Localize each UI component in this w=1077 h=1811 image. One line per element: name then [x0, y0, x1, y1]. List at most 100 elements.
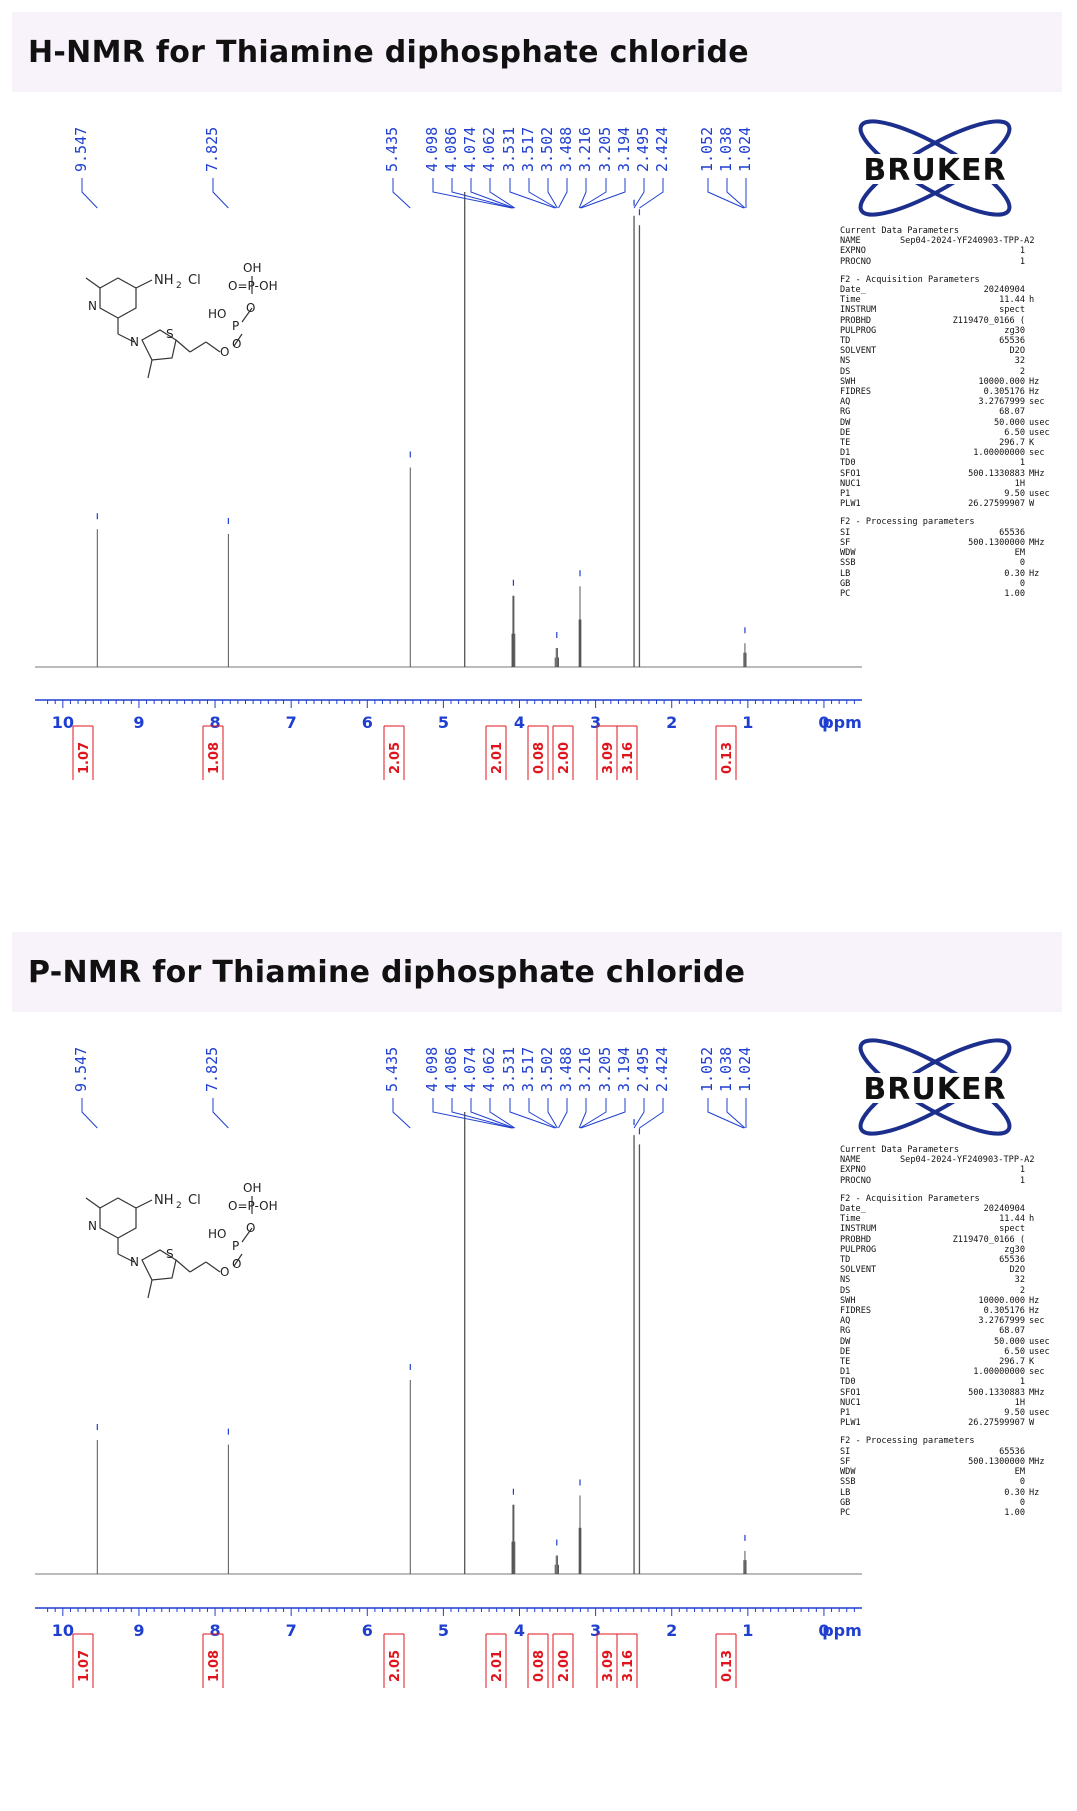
param-name: DE [840, 427, 851, 438]
param-unit [1025, 367, 1029, 377]
param-value: 1 [1019, 1165, 1025, 1176]
param-value: 296.7 [999, 438, 1025, 449]
param-unit [1025, 1398, 1029, 1408]
ester-oxygen-label: O [220, 345, 229, 359]
param-name: WDW [840, 548, 856, 559]
param-unit: MHz [1029, 468, 1045, 479]
param-row: GB 0 [840, 1498, 1070, 1508]
peak-label: 4.062 [480, 1047, 498, 1092]
x-tick-label: 8 [209, 713, 220, 732]
param-value: 1 [1019, 246, 1025, 257]
param-row: TE 296.7 K [840, 438, 1070, 448]
param-unit [1025, 528, 1029, 538]
param-row: PULPROG zg30 [840, 1245, 1070, 1255]
peak-connector [451, 1098, 514, 1129]
param-unit: W [1029, 1418, 1035, 1429]
param-row: PC 1.00 [840, 1508, 1070, 1518]
param-name: RG [840, 1326, 851, 1337]
param-unit [1025, 589, 1029, 599]
pyrimidine-n-label: N [88, 299, 97, 313]
param-unit [1025, 558, 1029, 568]
param-name: DS [840, 1285, 851, 1296]
integral-label: 1.08 [207, 742, 222, 774]
param-row: Date_ 20240904 [840, 1204, 1070, 1214]
param-row: GB 0 [840, 579, 1070, 589]
phosphate-bond [233, 1253, 243, 1267]
param-value: 11.44 [999, 295, 1025, 306]
param-name: PULPROG [840, 1244, 877, 1255]
param-name: FIDRES [840, 387, 872, 398]
param-value: 65536 [999, 336, 1025, 347]
param-unit: usec [1029, 417, 1050, 428]
param-value: 26.27599907 [968, 499, 1025, 510]
peak-connector [633, 1098, 645, 1129]
param-value: 1.00000000 [973, 448, 1025, 459]
param-value: 0.30 [1004, 568, 1025, 579]
integral-bracket [552, 1633, 574, 1688]
peak-connector [707, 1098, 745, 1129]
param-row: PLW1 26.27599907 W [840, 1418, 1070, 1428]
x-tick-label: 7 [286, 1621, 297, 1640]
param-value: 0 [1019, 558, 1025, 569]
amine-bond [135, 1199, 153, 1209]
param-name: GB [840, 578, 851, 589]
param-row: Time 11.44 h [840, 295, 1070, 305]
param-value: 1 [1019, 1175, 1025, 1186]
param-unit: K [1029, 1357, 1035, 1368]
integral-bracket [552, 725, 574, 780]
methyl-bond [85, 277, 101, 289]
x-tick-label: 2 [666, 713, 677, 732]
param-row: WDW EM [840, 548, 1070, 558]
param-unit: h [1029, 1214, 1035, 1225]
x-tick-label: 9 [133, 1621, 144, 1640]
peak-label: 1.024 [736, 1047, 754, 1092]
peak-connector [212, 1098, 229, 1129]
param-value: 68.07 [999, 1326, 1025, 1337]
param-name: TD [840, 336, 851, 347]
param-unit [1025, 1498, 1029, 1508]
param-row: AQ 3.2767999 sec [840, 1316, 1070, 1326]
param-row: PROCNO 1 [840, 257, 1070, 267]
param-group: Current Data Parameters NAME Sep04-2024-YF… [840, 1145, 1070, 1186]
param-name: PROBHD [840, 315, 872, 326]
param-value: Z119470_0166 ( [952, 315, 1025, 326]
param-name: EXPNO [840, 1165, 866, 1176]
param-row: WDW EM [840, 1467, 1070, 1477]
peak-connector [509, 178, 556, 209]
x-axis-label: ppm [822, 713, 862, 732]
param-name: TD0 [840, 1377, 856, 1388]
peak-label: 2.424 [653, 1047, 671, 1092]
param-unit [1025, 1326, 1029, 1336]
thiazolium-ring [141, 329, 177, 361]
peak-label: 5.435 [383, 1047, 401, 1092]
methyl-bond [147, 359, 153, 379]
param-value: 0 [1019, 1477, 1025, 1488]
param-value: 1 [1019, 256, 1025, 267]
oxygen-label: O [232, 337, 241, 351]
x-tick-label: 1 [742, 713, 753, 732]
param-name: NS [840, 356, 851, 367]
param-row: TD0 1 [840, 458, 1070, 468]
x-tick-label: 5 [438, 1621, 449, 1640]
x-tick-label: 4 [514, 713, 525, 732]
param-unit [1025, 316, 1029, 326]
param-unit [1025, 579, 1029, 589]
param-name: Date_ [840, 285, 866, 296]
param-unit [1025, 1447, 1029, 1457]
peak-label: 3.216 [576, 127, 594, 172]
peak-label: 2.424 [653, 127, 671, 172]
param-heading: F2 - Acquisition Parameters [840, 1193, 980, 1204]
bruker-wordmark: BRUKER [863, 153, 1006, 188]
peak-connector [726, 1098, 746, 1129]
bridge-oxygen-label: O [246, 301, 255, 315]
param-name: LB [840, 1487, 851, 1498]
param-row: AQ 3.2767999 sec [840, 397, 1070, 407]
peak-label: 4.098 [423, 1047, 441, 1092]
param-unit: usec [1029, 1346, 1050, 1357]
param-row: FIDRES 0.305176 Hz [840, 1306, 1070, 1316]
phosphoryl-label: O=P-OH [228, 1199, 278, 1213]
param-value: 1.00 [1004, 588, 1025, 599]
x-tick-label: 5 [438, 713, 449, 732]
amine-label: NH [154, 273, 174, 288]
